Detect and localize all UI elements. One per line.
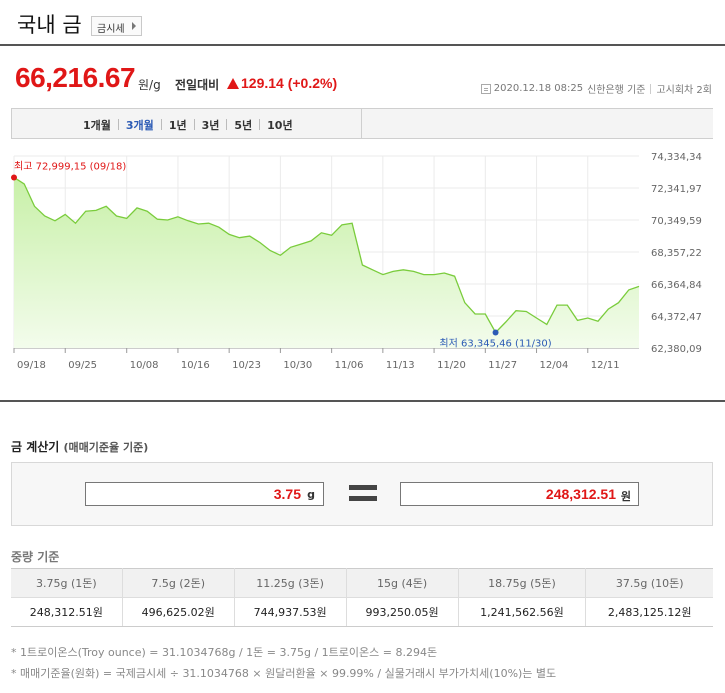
y-tick-label: 68,357,22 bbox=[651, 248, 702, 259]
y-tick-label: 70,349,59 bbox=[651, 216, 702, 227]
price-unit: 원/g bbox=[138, 78, 161, 92]
x-tick-label: 10/30 bbox=[283, 360, 312, 371]
tab-5-years[interactable]: 5년 bbox=[234, 119, 253, 132]
chevron-right-icon bbox=[131, 22, 136, 30]
table-cell: 1,241,562.56원 bbox=[458, 597, 587, 627]
x-tick-label: 10/08 bbox=[130, 360, 159, 371]
x-tick-label: 12/11 bbox=[591, 360, 620, 371]
x-tick-label: 10/23 bbox=[232, 360, 261, 371]
period-bar: 1개월 3개월 1년 3년 5년 10년 bbox=[11, 108, 713, 139]
x-tick-label: 11/13 bbox=[386, 360, 415, 371]
equals-icon bbox=[349, 485, 377, 503]
result-value: 248,312.51 bbox=[545, 486, 616, 502]
weight-unit: g bbox=[307, 488, 315, 501]
y-tick-label: 62,380,09 bbox=[651, 344, 702, 355]
page-title: 국내 금 bbox=[17, 13, 82, 37]
x-tick-label: 09/25 bbox=[68, 360, 97, 371]
timestamp: 2020.12.18 08:25 bbox=[493, 83, 584, 94]
x-tick-label: 09/18 bbox=[17, 360, 46, 371]
table-cell: 248,312.51원 bbox=[11, 597, 123, 627]
x-tick-label: 11/06 bbox=[335, 360, 364, 371]
table-cell: 2,483,125.12원 bbox=[585, 597, 713, 627]
high-point-label: 최고 72,999,15 (09/18) bbox=[14, 160, 126, 172]
table-cell: 993,250.05원 bbox=[346, 597, 459, 627]
triangle-up-icon bbox=[227, 78, 239, 89]
current-price: 66,216.67 bbox=[15, 62, 136, 93]
price-info: 2020.12.18 08:25 신한은행 기준 고시회차 2회 bbox=[480, 81, 712, 96]
table-header-cell: 11.25g (3돈) bbox=[234, 568, 347, 598]
document-icon bbox=[480, 83, 491, 94]
calculator-subtitle: (매매기준율 기준) bbox=[63, 441, 149, 454]
weight-value: 3.75 bbox=[273, 486, 301, 502]
x-tick-label: 10/16 bbox=[181, 360, 210, 371]
y-tick-label: 66,364,84 bbox=[651, 280, 702, 291]
table-header-row: 3.75g (1돈) 7.5g (2돈) 11.25g (3돈) 15g (4돈… bbox=[11, 568, 713, 598]
section-divider bbox=[0, 400, 725, 402]
weight-input[interactable]: 3.75 g bbox=[85, 482, 324, 506]
period-tabs: 1개월 3개월 1년 3년 5년 10년 bbox=[83, 117, 293, 133]
weight-table: 3.75g (1돈) 7.5g (2돈) 11.25g (3돈) 15g (4돈… bbox=[11, 568, 713, 627]
table-header-cell: 15g (4돈) bbox=[346, 568, 459, 598]
low-point-marker bbox=[492, 329, 499, 336]
price-change: 129.14 (+0.2%) bbox=[241, 75, 338, 91]
x-tick-label: 11/20 bbox=[437, 360, 466, 371]
header-bar: 국내 금 금시세 bbox=[0, 0, 725, 46]
table-row: 248,312.51원 496,625.02원 744,937.53원 993,… bbox=[11, 597, 713, 627]
price-chart-svg: 74,334,34 72,341,97 70,349,59 68,357,22 66,3… bbox=[11, 152, 702, 371]
announce-round: 고시회차 2회 bbox=[656, 85, 712, 96]
low-point-label: 최저 63,345,46 (11/30) bbox=[439, 337, 551, 349]
calculator-title: 금 계산기 (매매기준율 기준) bbox=[11, 438, 148, 455]
price-area bbox=[14, 177, 639, 348]
period-bar-blank bbox=[361, 109, 713, 138]
result-unit: 원 bbox=[620, 490, 631, 503]
gold-price-link-label: 금시세 bbox=[97, 24, 125, 35]
table-header-cell: 37.5g (10돈) bbox=[585, 568, 713, 598]
footnote-troy-ounce: * 1트로이온스(Troy ounce) = 31.1034768g / 1돈 … bbox=[11, 646, 438, 659]
price-summary: 66,216.67 원/g 전일대비 129.14 (+0.2%) 2020.1… bbox=[0, 60, 725, 100]
gold-price-link[interactable]: 금시세 bbox=[91, 16, 142, 36]
x-tick-label: 12/04 bbox=[540, 360, 569, 371]
y-tick-label: 64,372,47 bbox=[651, 312, 702, 323]
y-tick-label: 74,334,34 bbox=[651, 152, 702, 163]
high-point-marker bbox=[11, 174, 17, 181]
tab-1-month[interactable]: 1개월 bbox=[83, 119, 111, 132]
tab-3-months[interactable]: 3개월 bbox=[125, 119, 154, 132]
table-cell: 744,937.53원 bbox=[234, 597, 347, 627]
y-tick-label: 72,341,97 bbox=[651, 184, 702, 195]
price-result-field[interactable]: 248,312.51 원 bbox=[400, 482, 639, 506]
footnote-exchange-rate: * 매매기준율(원화) = 국제금시세 ÷ 31.1034768 × 원달러환율… bbox=[11, 667, 557, 680]
price-line bbox=[13, 176, 640, 334]
price-chart[interactable]: 74,334,34 72,341,97 70,349,59 68,357,22 66,3… bbox=[11, 150, 715, 380]
table-header-cell: 7.5g (2돈) bbox=[122, 568, 235, 598]
table-header-cell: 18.75g (5돈) bbox=[458, 568, 587, 598]
x-tick-label: 11/27 bbox=[488, 360, 517, 371]
table-header-cell: 3.75g (1돈) bbox=[11, 568, 123, 598]
tab-10-years[interactable]: 10년 bbox=[267, 119, 293, 132]
tab-1-year[interactable]: 1년 bbox=[168, 119, 187, 132]
calculator-title-text: 금 계산기 bbox=[11, 440, 60, 454]
source: 신한은행 기준 bbox=[587, 85, 646, 96]
divider bbox=[650, 83, 652, 94]
tab-3-years[interactable]: 3년 bbox=[201, 119, 220, 132]
change-label: 전일대비 bbox=[175, 78, 220, 92]
weight-table-title: 중량 기준 bbox=[11, 550, 60, 564]
table-cell: 496,625.02원 bbox=[122, 597, 235, 627]
calculator-box: 3.75 g 248,312.51 원 bbox=[11, 462, 713, 526]
